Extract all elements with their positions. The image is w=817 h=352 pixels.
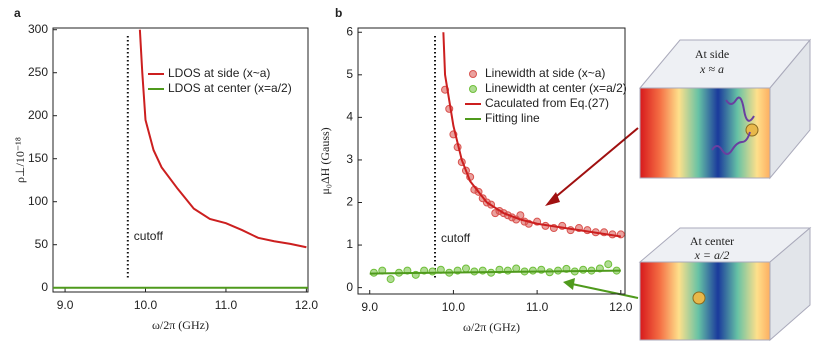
inset-center: At center x = a/2 xyxy=(638,226,812,342)
y-tick-label: 100 xyxy=(28,194,48,208)
x-tick-label: 9.0 xyxy=(361,300,378,314)
cutoff-label: cutoff xyxy=(134,229,164,243)
inset-side: At side x ≈ a xyxy=(638,38,812,180)
series-line xyxy=(138,29,307,249)
plot-frame xyxy=(357,27,626,295)
x-tick-label: 12.0 xyxy=(609,300,633,314)
y-tick-label: 200 xyxy=(28,108,48,122)
data-point xyxy=(428,267,437,276)
y-tick-label: 50 xyxy=(35,237,49,251)
legend-entry: LDOS at center (x=a/2) xyxy=(168,81,292,95)
y-tick-label: 5 xyxy=(346,67,353,81)
x-tick-label: 10.0 xyxy=(442,300,466,314)
y-tick-label: 0 xyxy=(41,280,48,294)
legend-entry: Caculated from Eq.(27) xyxy=(485,96,609,110)
panel-label: a xyxy=(14,6,21,20)
x-tick-label: 11.0 xyxy=(215,298,238,312)
x-tick-label: 9.0 xyxy=(57,298,74,312)
legend-entry: LDOS at side (x~a) xyxy=(168,66,270,80)
x-tick-label: 11.0 xyxy=(526,300,549,314)
y-tick-label: 1 xyxy=(346,237,353,251)
data-point xyxy=(461,264,470,273)
legend-entry: Linewidth at side (x~a) xyxy=(485,66,605,80)
y-tick-label: 250 xyxy=(28,65,48,79)
y-tick-label: 6 xyxy=(346,24,353,38)
inset-formula: x = a/2 xyxy=(694,248,730,262)
x-tick-label: 10.0 xyxy=(134,298,158,312)
plot-frame xyxy=(52,27,309,293)
data-point xyxy=(579,265,588,274)
data-point xyxy=(528,266,537,275)
inset-title: At center xyxy=(690,234,734,248)
y-axis-label: ρ⊥/10⁻¹⁸ xyxy=(13,137,27,183)
y-tick-label: 300 xyxy=(28,22,48,36)
inset-formula: x ≈ a xyxy=(699,62,724,76)
y-tick-label: 0 xyxy=(346,280,353,294)
series-line xyxy=(369,269,621,275)
y-tick-label: 3 xyxy=(346,152,353,166)
x-axis-label: ω/2π (GHz) xyxy=(463,320,520,334)
y-tick-label: 150 xyxy=(28,151,48,165)
arrowhead xyxy=(563,278,575,290)
x-tick-label: 12.0 xyxy=(295,298,319,312)
legend-swatch xyxy=(469,70,477,78)
y-tick-label: 2 xyxy=(346,195,353,209)
legend-entry: Linewidth at center (x=a/2) xyxy=(485,81,627,95)
y-axis-label: μ₀ΔH (Gauss) xyxy=(318,127,332,194)
arrow xyxy=(551,127,639,201)
data-point xyxy=(386,275,395,284)
data-point xyxy=(503,266,512,275)
arrow xyxy=(571,283,639,299)
legend-entry: Fitting line xyxy=(485,111,540,125)
x-axis-label: ω/2π (GHz) xyxy=(152,318,209,332)
inset-title: At side xyxy=(695,47,729,61)
legend-swatch xyxy=(469,85,477,93)
panel-label: b xyxy=(335,6,342,20)
data-point xyxy=(604,260,613,269)
arrowhead xyxy=(545,192,560,206)
series-line xyxy=(442,32,621,238)
y-tick-label: 4 xyxy=(346,110,353,124)
cutoff-label: cutoff xyxy=(441,231,471,245)
